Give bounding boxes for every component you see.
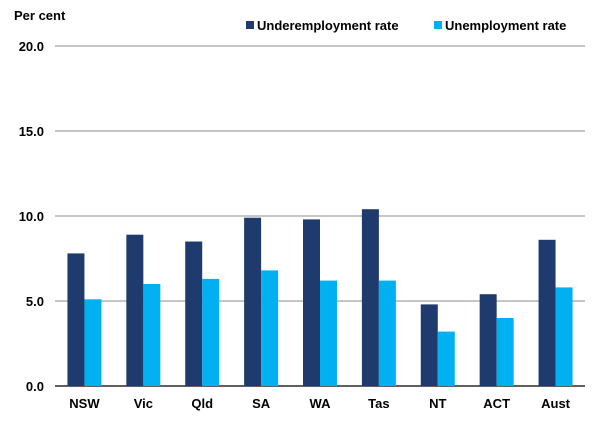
bar-underemployment-nt xyxy=(420,304,438,386)
bar-unemployment-sa xyxy=(261,270,279,386)
bar-unemployment-wa xyxy=(320,280,337,386)
bar-underemployment-aust xyxy=(538,239,556,386)
y-tick-label: 10.0 xyxy=(19,209,44,224)
x-tick-label: NT xyxy=(429,396,446,411)
y-tick-label: 5.0 xyxy=(26,294,44,309)
bar-unemployment-act xyxy=(496,318,514,386)
x-tick-label: Tas xyxy=(368,396,389,411)
y-tick-label: 0.0 xyxy=(26,379,44,394)
bar-unemployment-tas xyxy=(378,280,396,386)
bar-unemployment-qld xyxy=(202,278,220,386)
y-tick-label: 20.0 xyxy=(19,39,44,54)
legend-swatch xyxy=(246,21,254,29)
x-tick-label: Qld xyxy=(191,396,213,411)
legend-swatch xyxy=(434,21,442,29)
bar-underemployment-tas xyxy=(361,209,379,386)
x-tick-label: NSW xyxy=(69,396,100,411)
bar-underemployment-vic xyxy=(126,234,144,386)
bar-underemployment-qld xyxy=(185,241,203,386)
bar-underemployment-nsw xyxy=(67,253,85,386)
bar-underemployment-act xyxy=(479,294,497,386)
bar-unemployment-aust xyxy=(555,287,573,386)
legend: Underemployment rate Unemployment rate xyxy=(246,18,566,33)
legend-label: Underemployment rate xyxy=(257,18,399,33)
y-axis-label: Per cent xyxy=(14,8,66,23)
y-tick-label: 15.0 xyxy=(19,124,44,139)
x-tick-label: WA xyxy=(310,396,332,411)
bars xyxy=(67,209,573,386)
x-tick-label: ACT xyxy=(483,396,510,411)
bar-underemployment-wa xyxy=(303,219,320,386)
x-tick-label: SA xyxy=(252,396,271,411)
y-axis-ticks: 0.0 5.0 10.0 15.0 20.0 xyxy=(19,39,44,394)
x-axis-ticks: NSW Vic Qld SA WA Tas NT ACT Aust xyxy=(69,396,570,411)
bar-unemployment-vic xyxy=(143,284,161,386)
x-tick-label: Vic xyxy=(134,396,153,411)
x-tick-label: Aust xyxy=(541,396,571,411)
legend-label: Unemployment rate xyxy=(445,18,566,33)
bar-underemployment-sa xyxy=(244,217,262,386)
bar-unemployment-nt xyxy=(437,331,455,386)
bar-unemployment-nsw xyxy=(84,299,102,386)
